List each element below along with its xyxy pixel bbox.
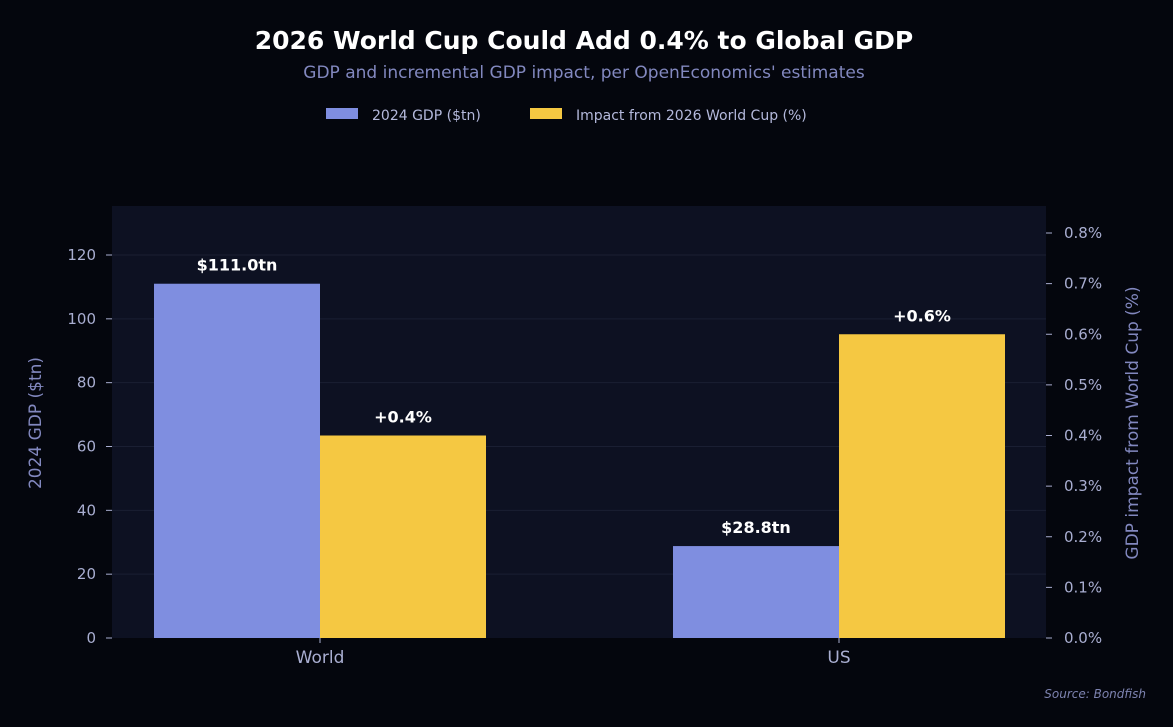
y-tick-label-right: 0.3%	[1064, 477, 1102, 495]
y-tick-label-right: 0.2%	[1064, 528, 1102, 546]
bar-impact-world	[320, 435, 486, 638]
data-label-impact-us: +0.6%	[893, 306, 951, 325]
chart-subtitle: GDP and incremental GDP impact, per Open…	[303, 63, 865, 83]
y-tick-label-right: 0.0%	[1064, 629, 1102, 647]
y-tick-label-right: 0.1%	[1064, 578, 1102, 596]
y-axis-label-left: 2024 GDP ($tn)	[26, 357, 46, 489]
y-tick-label-left: 0	[86, 629, 96, 647]
y-tick-label-left: 100	[67, 310, 96, 328]
y-tick-label-left: 20	[77, 565, 96, 583]
y-tick-label-left: 80	[77, 374, 96, 392]
legend-label-gdp: 2024 GDP ($tn)	[372, 108, 481, 124]
bar-gdp-world	[154, 283, 320, 638]
y-tick-label-right: 0.7%	[1064, 275, 1102, 293]
y-tick-label-left: 60	[77, 438, 96, 456]
y-tick-label-right: 0.8%	[1064, 224, 1102, 242]
axes: 0 20 40 60 80 100 120 0.0% 0.1% 0.2% 0.3% 0.4% 0.5% 0…	[67, 224, 1102, 668]
y-axis-label-right: GDP impact from World Cup (%)	[1123, 286, 1143, 559]
data-label-gdp-world: $111.0tn	[197, 256, 278, 275]
legend-label-impact: Impact from 2026 World Cup (%)	[576, 108, 807, 124]
y-tick-label-right: 0.5%	[1064, 376, 1102, 394]
y-tick-label-right: 0.6%	[1064, 325, 1102, 343]
x-tick-label-us: US	[827, 648, 850, 668]
bar-impact-us	[839, 334, 1005, 638]
chart-title: 2026 World Cup Could Add 0.4% to Global …	[255, 26, 913, 55]
bar-gdp-us	[673, 546, 839, 638]
data-label-impact-world: +0.4%	[374, 408, 432, 427]
legend-swatch-impact	[530, 108, 562, 119]
x-tick-label-world: World	[296, 648, 345, 668]
y-tick-label-left: 40	[77, 501, 96, 519]
bars: $111.0tn +0.4% $28.8tn +0.6%	[154, 256, 1005, 638]
y-tick-label-left: 120	[67, 246, 96, 264]
data-label-gdp-us: $28.8tn	[721, 518, 791, 537]
source-note: Source: Bondfish	[1044, 687, 1146, 701]
y-tick-label-right: 0.4%	[1064, 427, 1102, 445]
legend-swatch-gdp	[326, 108, 358, 119]
legend: 2024 GDP ($tn) Impact from 2026 World Cu…	[326, 108, 807, 124]
